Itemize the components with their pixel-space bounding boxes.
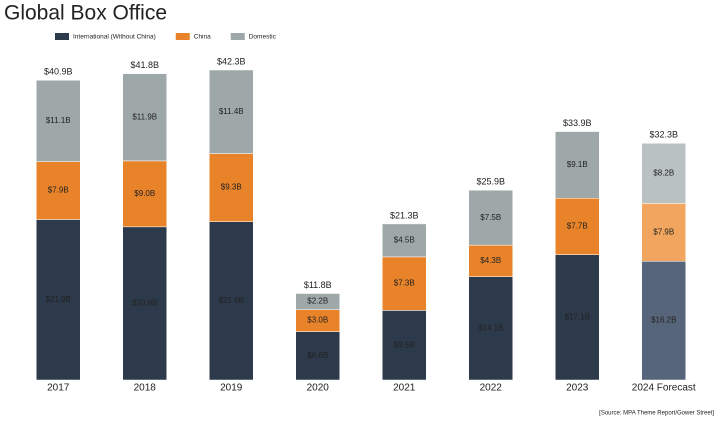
bar-segment: [295, 293, 340, 310]
legend-swatch: [230, 33, 245, 40]
total-label: $40.9B: [44, 67, 73, 77]
x-tick-label: 2020: [307, 383, 330, 394]
bar-segment: [468, 189, 513, 246]
legend-label: Domestic: [249, 34, 277, 41]
x-tick-label: 2021: [393, 383, 416, 394]
total-label: $32.3B: [649, 130, 678, 140]
segment-label: $6.6B: [307, 351, 328, 360]
chart-title: Global Box Office: [4, 2, 167, 25]
bar-segment: [382, 310, 427, 381]
segment-label: $20.9B: [132, 299, 157, 308]
total-label: $33.9B: [563, 118, 592, 128]
bar-segment: [209, 221, 254, 381]
segment-label: $2.2B: [307, 297, 328, 306]
x-tick-label: 2023: [566, 383, 589, 394]
segment-label: $7.9B: [653, 227, 674, 236]
bar-segment: [555, 131, 600, 199]
bar-segment: [641, 261, 686, 381]
segment-label: $3.0B: [307, 316, 328, 325]
legend-label: China: [194, 34, 211, 41]
segment-label: $11.9B: [132, 112, 157, 121]
bar-segment: [295, 331, 340, 381]
segment-label: $11.4B: [219, 107, 244, 116]
bar-segment: [382, 223, 427, 258]
bar-segment: [36, 161, 81, 220]
bar-segment: [209, 69, 254, 154]
segment-label: $7.7B: [567, 222, 588, 231]
bar-segment: [468, 276, 513, 381]
bar-segment: [468, 244, 513, 277]
bar-segment: [36, 219, 81, 381]
x-tick-label: 2024 Forecast: [632, 383, 696, 394]
total-label: $21.3B: [390, 210, 419, 220]
segment-label: $21.9B: [46, 295, 71, 304]
source-note: [Source: MPA Theme Report/Gower Street]: [599, 411, 714, 417]
x-tick-label: 2017: [47, 383, 70, 394]
x-tick-label: 2019: [220, 383, 243, 394]
legend-swatch: [175, 33, 190, 40]
segment-label: $14.1B: [478, 323, 503, 332]
bar-segment: [122, 160, 167, 228]
segment-label: $17.1B: [565, 312, 590, 321]
bar-segment: [209, 153, 254, 222]
segment-label: $9.5B: [394, 340, 415, 349]
bar-segment: [641, 143, 686, 204]
segment-label: $16.2B: [651, 316, 676, 325]
legend-label: International (Without China): [73, 34, 156, 41]
segment-label: $4.5B: [394, 235, 415, 244]
segment-label: $9.3B: [221, 183, 242, 192]
segment-label: $7.3B: [394, 279, 415, 288]
segment-label: $9.1B: [567, 160, 588, 169]
x-tick-label: 2022: [480, 383, 503, 394]
bar-segment: [122, 73, 167, 162]
segment-label: $7.9B: [48, 186, 69, 195]
total-label: $11.8B: [304, 280, 332, 290]
bar-segment: [122, 226, 167, 381]
segment-label: $4.3B: [480, 256, 501, 265]
bar-segment: [36, 80, 81, 162]
x-tick-label: 2018: [134, 383, 157, 394]
bar-segment: [555, 254, 600, 381]
segment-label: $21.6B: [219, 296, 244, 305]
total-label: $41.8B: [130, 60, 159, 70]
segment-label: $7.5B: [480, 213, 501, 222]
legend-swatch: [55, 33, 69, 40]
bar-segment: [641, 203, 686, 262]
segment-label: $8.2B: [653, 168, 674, 177]
total-label: $25.9B: [476, 177, 505, 187]
bar-segment: [382, 256, 427, 311]
segment-label: $11.1B: [46, 116, 71, 125]
total-label: $42.3B: [217, 56, 246, 66]
segment-label: $9.0B: [134, 189, 155, 198]
